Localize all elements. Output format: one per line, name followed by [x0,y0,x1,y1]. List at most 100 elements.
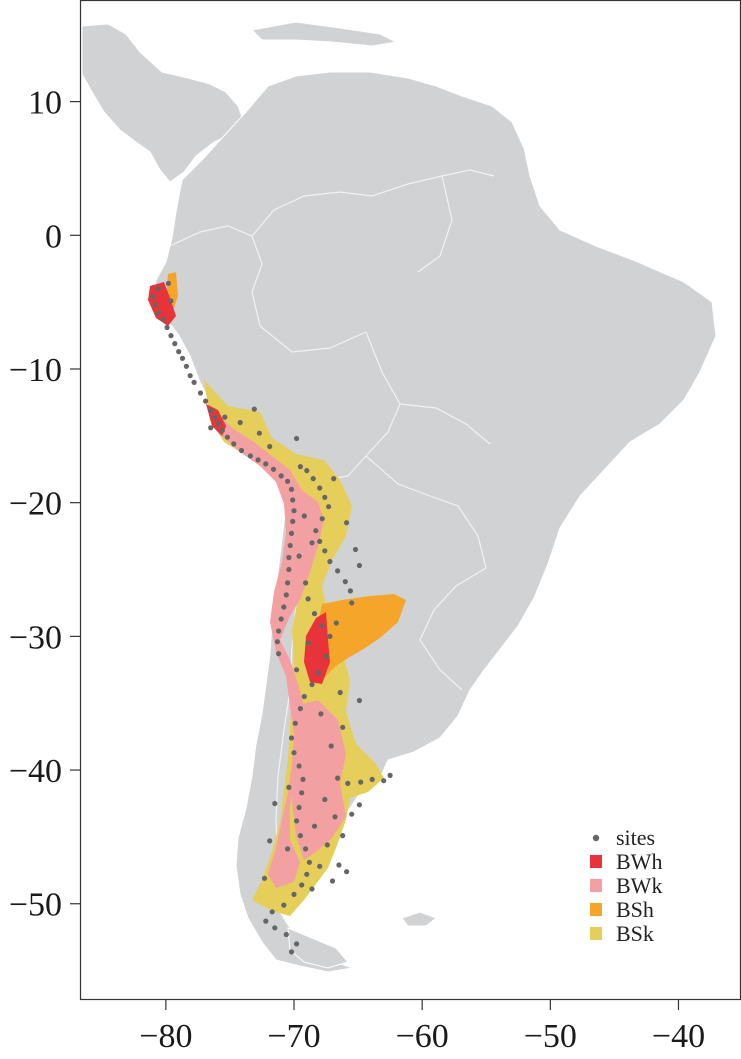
site-point [286,554,292,561]
site-point [261,875,268,881]
site-point [299,790,305,796]
site-point [263,918,269,924]
site-point [327,633,333,640]
site-point [155,286,161,292]
legend-swatch-sites [592,834,600,842]
site-point [168,298,174,304]
y-tick-label: −10 [9,352,62,389]
site-point [267,443,273,450]
site-point [263,461,269,467]
site-point [224,434,230,440]
site-point [285,580,291,586]
y-tick-label: −30 [9,619,62,656]
bwk-zone-east [292,700,346,860]
site-point [322,796,328,803]
site-point [288,530,295,537]
site-point [294,941,300,947]
site-point [309,681,315,688]
legend-label-bwh: BWh [616,849,662,874]
site-point [251,406,257,412]
site-point [317,863,323,869]
site-point [247,453,253,459]
site-point [278,616,284,622]
site-point [255,457,261,463]
site-point [309,886,315,892]
x-tick-label: −80 [139,1018,192,1055]
falkland-islands-land [401,911,437,927]
sites-layer [150,280,393,955]
site-point [283,592,289,598]
y-tick-label: −50 [9,887,62,924]
site-point [215,421,221,427]
site-point [296,763,302,769]
site-point [286,784,292,791]
site-point [303,580,309,586]
site-point [349,600,355,606]
site-point [168,333,174,339]
x-tick-label: −40 [652,1018,705,1055]
site-point [256,430,262,436]
site-point [281,902,287,908]
site-point [274,639,280,645]
site-point [313,528,319,534]
site-point [238,447,245,454]
y-tick-label: −40 [9,753,62,790]
site-point [322,494,328,500]
site-point [337,689,343,696]
site-point [304,468,310,474]
site-point [297,464,303,470]
site-point [291,891,297,898]
site-point [276,628,282,634]
site-point [285,846,291,852]
x-axis: −80 −70 −60 −50 −40 [139,1000,705,1055]
site-point [237,419,243,426]
site-point [290,518,296,525]
site-point [344,520,350,526]
site-point [322,548,328,554]
site-point [187,373,193,379]
site-point [349,811,355,817]
site-point [299,882,305,888]
site-point [270,466,277,472]
site-point [288,949,295,955]
site-point [315,669,321,676]
site-point [155,310,161,316]
caribbean-islands-land [250,21,398,47]
site-point [278,473,284,479]
site-point [219,427,225,434]
site-point [165,280,171,286]
site-point [310,476,316,482]
site-point [356,562,362,569]
site-point [335,775,341,781]
y-axis: 10 0 −10 −20 −30 −40 −50 [9,85,80,924]
site-point [317,538,323,545]
site-point [183,363,189,369]
y-tick-label: −20 [9,486,62,523]
site-point [191,379,197,385]
site-point [212,414,218,420]
bwh-zone-3 [304,612,330,684]
site-point [285,478,291,484]
site-point [324,842,330,848]
site-point [327,558,333,565]
site-point [287,542,293,549]
legend-swatch-bsh [590,903,602,916]
site-point [272,925,278,931]
bsh-zone-2 [312,594,406,684]
site-point [328,743,334,749]
legend-label-bsk: BSk [616,921,654,946]
site-point [329,878,336,884]
site-point [333,620,339,626]
legend-label-bwk: BWk [616,873,662,898]
site-point [281,604,287,610]
site-point [303,846,309,852]
site-point [332,814,338,820]
site-point [297,833,303,839]
site-point [301,513,307,519]
site-point [381,778,387,784]
x-tick-label: −50 [524,1018,577,1055]
site-point [297,706,303,712]
site-point [305,596,311,602]
site-point [356,802,362,808]
